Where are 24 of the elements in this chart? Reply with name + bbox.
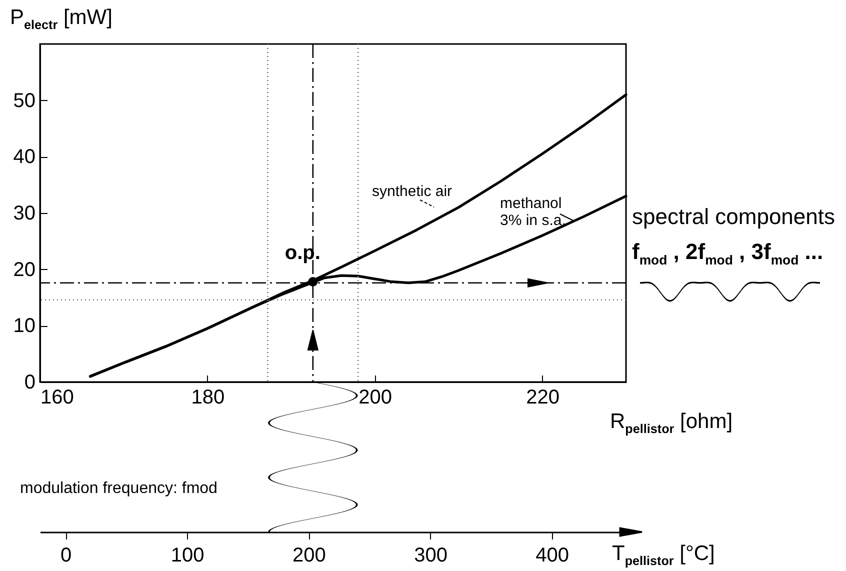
legend-label: methanol 3% in s.a. xyxy=(500,195,567,229)
text: f$_{mod}$ , 2f$_{mod}$ , 3f$_{mod}$ ... xyxy=(632,239,824,268)
x-tick-label: 200 xyxy=(358,386,392,408)
series-label: synthetic air xyxy=(372,183,452,200)
x-tick-label: 220 xyxy=(526,386,560,408)
x2-axis-title: T$_{pellistor}$ [°C] xyxy=(612,542,715,570)
y-tick-label: 30 xyxy=(13,202,36,224)
x-tick-label: 160 xyxy=(40,386,74,408)
x2-tick-label: 300 xyxy=(414,544,448,566)
x2-tick-label: 100 xyxy=(170,544,204,566)
y-tick-label: 20 xyxy=(13,258,36,281)
x2-tick-label: 400 xyxy=(536,544,570,566)
y-tick-label: 10 xyxy=(13,315,36,338)
x2-tick-label: 200 xyxy=(292,544,326,566)
y-tick-label: 0 xyxy=(24,372,36,394)
x2-tick-label: 0 xyxy=(60,544,72,566)
x-axis-title: R$_{pellistor}$ [ohm] xyxy=(610,410,733,438)
text: spectral components xyxy=(632,204,835,230)
x-tick-label: 180 xyxy=(191,386,225,408)
y-tick-label: 40 xyxy=(13,146,36,168)
text: modulation frequency: fmod xyxy=(20,480,218,498)
y-axis-title: P$_{electr}$ [mW] xyxy=(10,6,112,34)
annotation: o.p. xyxy=(284,242,320,264)
y-tick-label: 50 xyxy=(13,90,36,112)
